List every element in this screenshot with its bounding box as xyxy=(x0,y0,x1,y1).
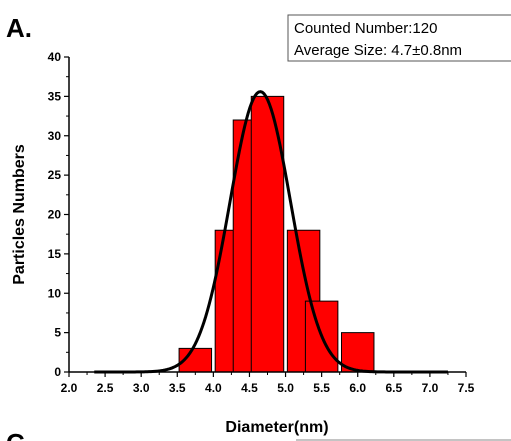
y-tick-label: 15 xyxy=(48,247,62,261)
info-box-count: Counted Number:120 xyxy=(294,20,437,37)
x-tick-label: 3.0 xyxy=(133,381,150,395)
x-tick-label: 5.5 xyxy=(313,381,330,395)
axes: 2.0 2.5 3.0 3.5 4.0 4.5 5.0 5.5 6.0 6.5 7.0 7.5 0 5 10… xyxy=(48,50,475,395)
x-tick-label: 6.5 xyxy=(385,381,402,395)
info-box: Counted Number:120 Average Size: 4.7±0.8… xyxy=(287,14,511,62)
x-tick-label: 6.0 xyxy=(349,381,366,395)
x-tick-label: 3.5 xyxy=(169,381,186,395)
bar-series xyxy=(178,95,375,373)
y-tick-label: 25 xyxy=(48,168,62,182)
y-tick-label: 35 xyxy=(48,89,62,103)
x-tick-label: 7.5 xyxy=(458,381,475,395)
y-tick-label: 10 xyxy=(48,286,62,300)
y-tick-label: 30 xyxy=(48,129,62,143)
info-box-frame xyxy=(287,14,511,62)
y-tick-label: 20 xyxy=(48,208,62,222)
x-tick-label: 7.0 xyxy=(422,381,439,395)
x-tick-label: 2.5 xyxy=(97,381,114,395)
panel-label: A. xyxy=(6,13,32,43)
x-axis-title: Diameter(nm) xyxy=(225,419,328,436)
y-tick-label: 40 xyxy=(48,50,62,64)
x-tick-label: 5.0 xyxy=(277,381,294,395)
y-axis-title: Particles Numbers xyxy=(11,144,28,285)
info-box-average: Average Size: 4.7±0.8nm xyxy=(294,42,462,59)
next-panel-label: C xyxy=(6,428,25,441)
y-tick-label: 0 xyxy=(54,365,61,379)
x-tick-label: 2.0 xyxy=(61,381,78,395)
x-tick-label: 4.5 xyxy=(241,381,258,395)
bar-7 xyxy=(340,332,375,373)
y-tick-label: 5 xyxy=(54,326,61,340)
x-tick-label: 4.0 xyxy=(205,381,222,395)
